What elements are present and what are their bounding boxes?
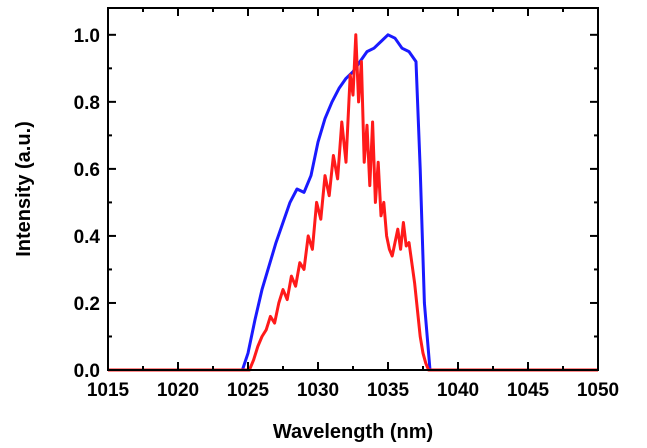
ticks-layer	[107, 8, 599, 371]
plot-frame	[107, 7, 599, 371]
y-tick-label: 0.8	[74, 93, 100, 114]
x-tick-label: 1030	[297, 380, 339, 401]
x-axis-title: Wavelength (nm)	[273, 421, 433, 443]
series-line-1	[108, 33, 598, 372]
x-tick-label: 1015	[87, 380, 130, 401]
x-tick-label: 1045	[507, 380, 550, 401]
x-tick-label: 1035	[367, 380, 410, 401]
y-tick-label: 0.0	[74, 361, 100, 382]
y-tick-label: 0.4	[74, 227, 101, 248]
tick-labels: 1015 1020 1025 1030 1035 1040 1045 1050 0.0 0.2 0.…	[74, 26, 620, 401]
x-tick-label: 1040	[437, 380, 479, 401]
y-tick-label: 0.2	[74, 294, 100, 315]
y-tick-label: 0.6	[74, 160, 100, 181]
y-axis-title: Intensity (a.u.)	[13, 121, 35, 257]
x-tick-label: 1025	[227, 380, 270, 401]
x-tick-label: 1050	[577, 380, 619, 401]
x-tick-label: 1020	[157, 380, 199, 401]
y-tick-label: 1.0	[74, 26, 100, 47]
series-layer	[108, 33, 598, 372]
series-line-2	[108, 33, 598, 372]
